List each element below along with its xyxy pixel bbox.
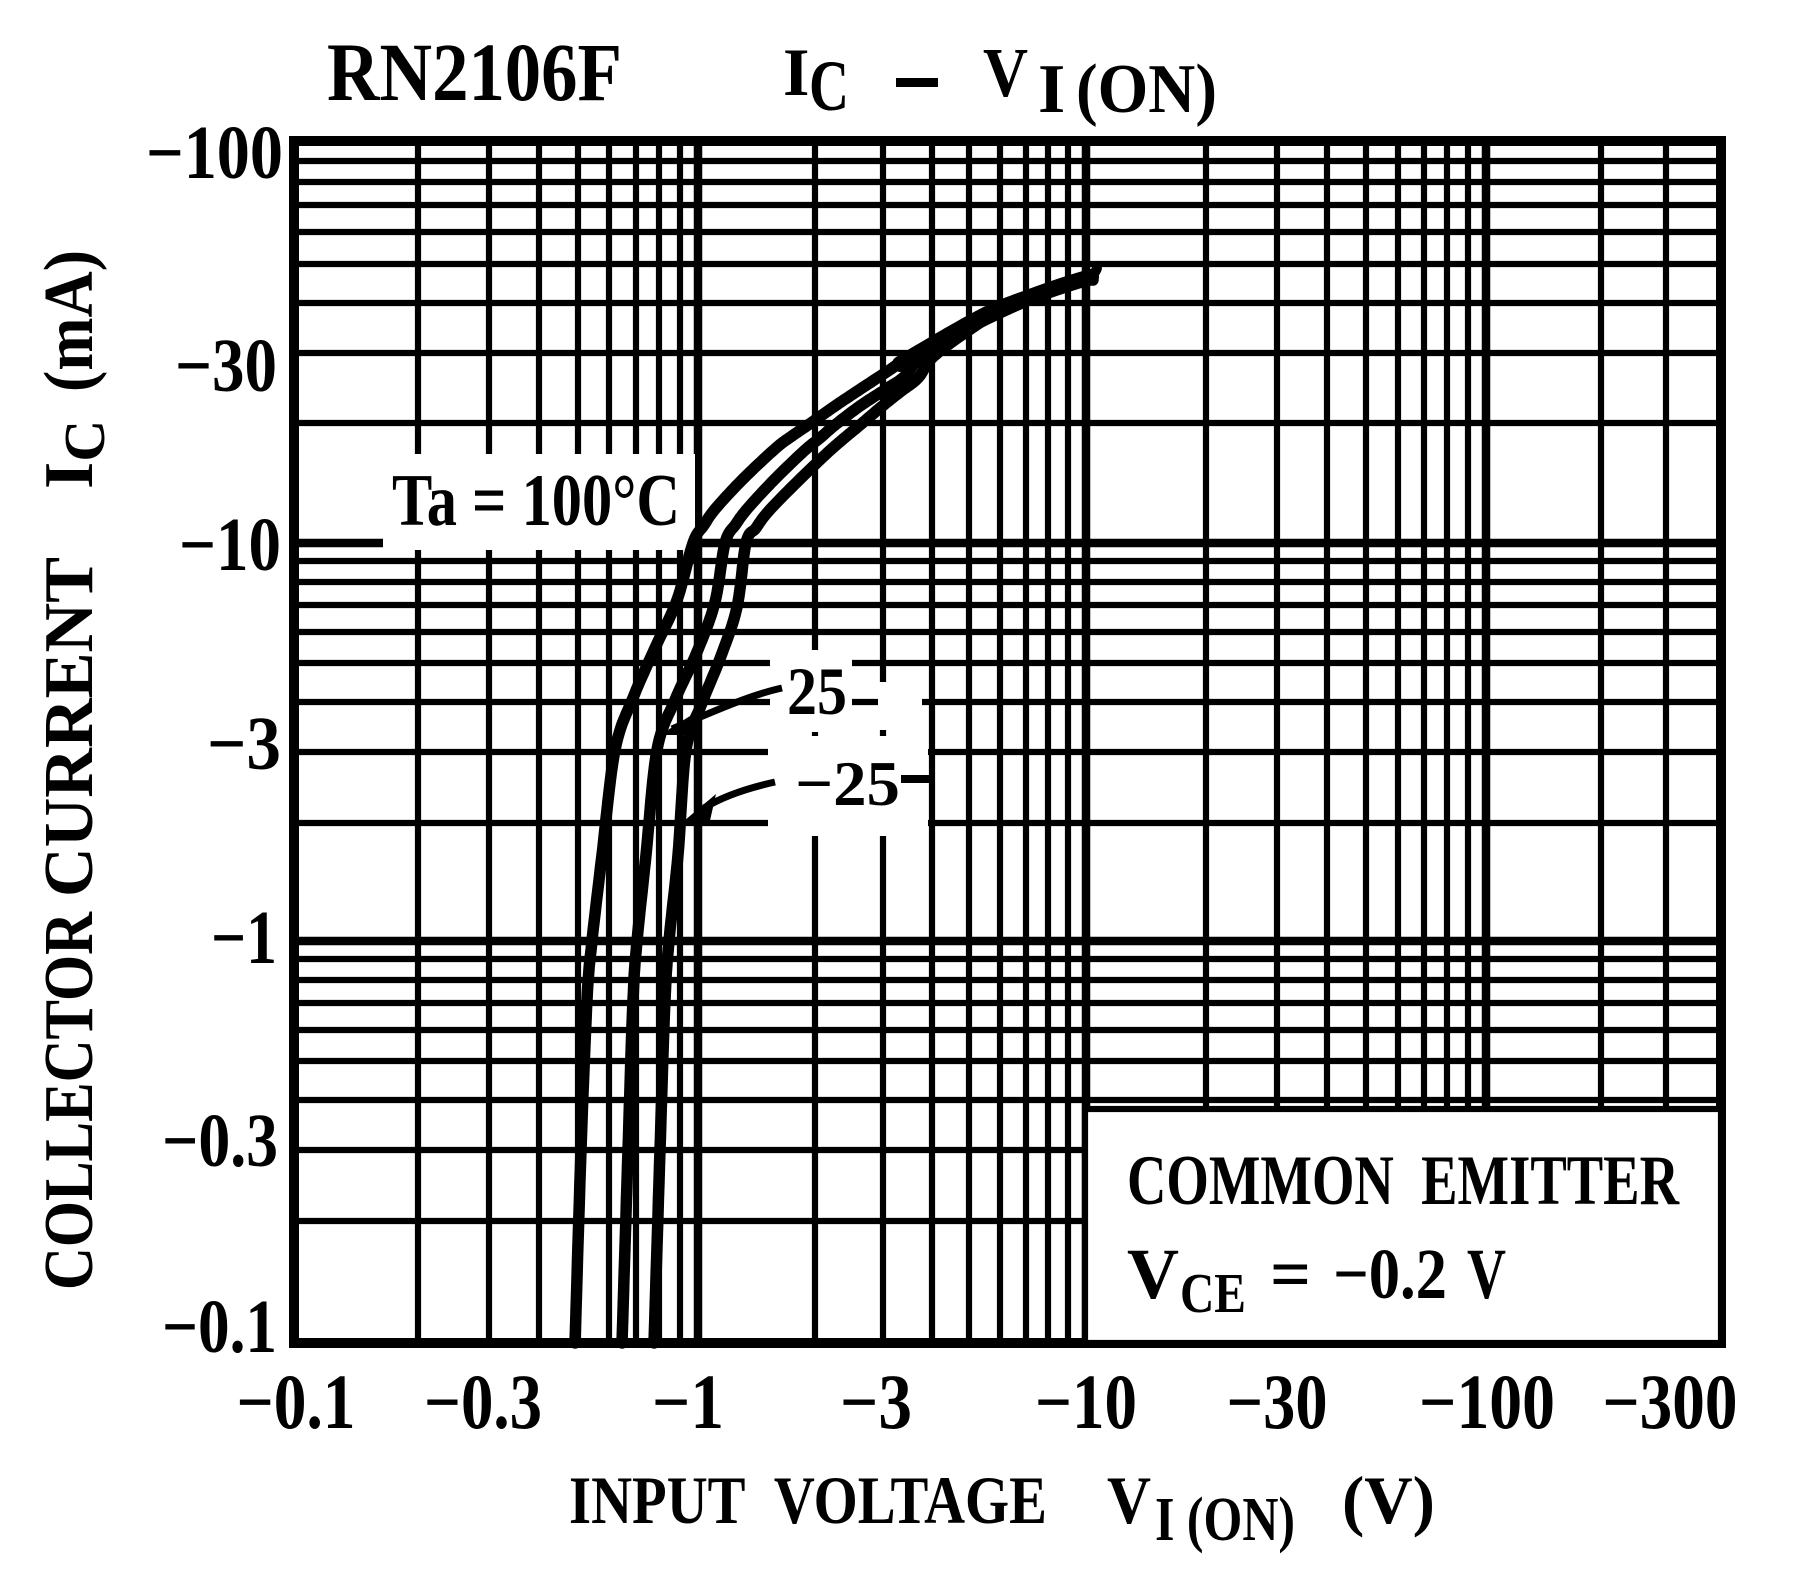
svg-text:CURRENT: CURRENT (31, 557, 108, 897)
svg-text:C: C (809, 46, 849, 126)
svg-text:−100: −100 (146, 111, 283, 195)
svg-text:V: V (1467, 1234, 1506, 1314)
svg-text:Ta = 100°C: Ta = 100°C (392, 460, 680, 542)
svg-text:−0.1: −0.1 (162, 1285, 277, 1369)
svg-text:I: I (783, 34, 809, 110)
svg-text:−1: −1 (652, 1358, 724, 1445)
svg-text:−300: −300 (1603, 1358, 1738, 1445)
svg-text:−1: −1 (211, 896, 277, 980)
svg-text:V: V (1107, 1462, 1151, 1538)
svg-text:−25: −25 (795, 748, 900, 819)
svg-text:−30: −30 (175, 324, 277, 408)
svg-text:−0.3: −0.3 (162, 1099, 278, 1183)
svg-text:−0.2: −0.2 (1333, 1234, 1447, 1314)
svg-text:25: 25 (787, 653, 847, 729)
svg-text:COLLECTOR: COLLECTOR (31, 911, 108, 1290)
svg-text:−3: −3 (840, 1358, 912, 1445)
svg-text:=: = (1270, 1234, 1311, 1314)
svg-text:CE: CE (1180, 1263, 1246, 1325)
svg-text:I (ON): I (ON) (1155, 1486, 1295, 1554)
svg-text:−3: −3 (207, 702, 281, 786)
svg-text:INPUT VOLTAGE: INPUT VOLTAGE (569, 1462, 1047, 1538)
svg-text:(V): (V) (1342, 1462, 1435, 1538)
svg-text:(ON): (ON) (1076, 51, 1217, 128)
svg-text:−0.1: −0.1 (237, 1358, 356, 1445)
svg-text:−100: −100 (1419, 1358, 1555, 1445)
svg-text:−10: −10 (1035, 1358, 1137, 1445)
svg-text:V: V (1127, 1234, 1179, 1314)
svg-text:(mA): (mA) (31, 250, 108, 392)
svg-text:I: I (1038, 51, 1065, 128)
svg-text:RN2106F: RN2106F (327, 26, 622, 118)
svg-text:−0.3: −0.3 (424, 1358, 542, 1445)
svg-text:COMMON EMITTER: COMMON EMITTER (1127, 1142, 1680, 1220)
svg-text:−30: −30 (1227, 1358, 1328, 1445)
svg-text:−10: −10 (179, 503, 281, 587)
svg-text:V: V (983, 35, 1028, 112)
